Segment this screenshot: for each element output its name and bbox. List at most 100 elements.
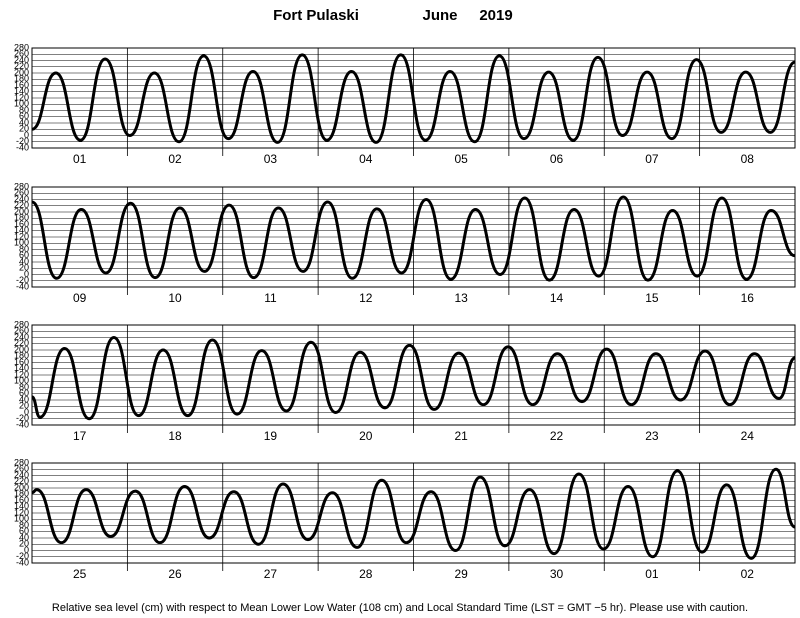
y-tick-label: 120 xyxy=(14,92,29,102)
day-label: 16 xyxy=(741,291,755,305)
y-tick-label: 40 xyxy=(19,117,29,127)
y-tick-label: 60 xyxy=(19,111,29,121)
day-label: 06 xyxy=(550,152,564,166)
y-tick-label: 120 xyxy=(14,507,29,517)
y-tick-label: 160 xyxy=(14,80,29,90)
day-label: 11 xyxy=(264,291,277,305)
tide-line xyxy=(31,195,796,282)
y-tick-label: -20 xyxy=(16,551,29,561)
y-tick-label: 160 xyxy=(14,219,29,229)
day-label: 17 xyxy=(73,429,87,443)
y-tick-label: 100 xyxy=(14,238,29,248)
y-tick-label: 20 xyxy=(19,539,29,549)
chart-year: 2019 xyxy=(479,7,512,24)
day-label: 15 xyxy=(645,291,659,305)
day-label: 30 xyxy=(550,567,564,581)
day-label: 25 xyxy=(73,567,87,581)
y-tick-label: 120 xyxy=(14,231,29,241)
day-label: 03 xyxy=(264,152,278,166)
day-label: 10 xyxy=(168,291,182,305)
tide-line xyxy=(31,335,796,421)
plot-frame xyxy=(31,324,796,426)
y-tick-label: 180 xyxy=(14,213,29,223)
y-tick-label: 20 xyxy=(19,263,29,273)
y-tick-label: -40 xyxy=(16,557,29,567)
day-label: 28 xyxy=(359,567,373,581)
plot-frame xyxy=(31,462,796,564)
day-label: 29 xyxy=(455,567,469,581)
y-tick-label: -40 xyxy=(16,419,29,429)
y-tick-label: 60 xyxy=(19,526,29,536)
y-tick-label: 140 xyxy=(14,501,29,511)
plot-frame xyxy=(31,186,796,288)
chart-title: Fort Pulaski xyxy=(273,7,359,24)
y-tick-label: 220 xyxy=(14,476,29,486)
y-tick-label: 180 xyxy=(14,489,29,499)
y-tick-label: 200 xyxy=(14,67,29,77)
day-label: 12 xyxy=(359,291,373,305)
y-tick-label: 260 xyxy=(14,464,29,474)
y-tick-label: 0 xyxy=(24,130,29,140)
y-tick-label: 140 xyxy=(14,86,29,96)
day-label: 18 xyxy=(168,429,182,443)
tide-line xyxy=(31,53,796,144)
y-tick-label: 220 xyxy=(14,338,29,348)
day-label: 23 xyxy=(645,429,659,443)
y-tick-label: 180 xyxy=(14,74,29,84)
y-tick-label: 260 xyxy=(14,188,29,198)
y-tick-label: 100 xyxy=(14,99,29,109)
y-tick-label: -20 xyxy=(16,275,29,285)
tide-line xyxy=(31,467,796,560)
y-tick-label: 20 xyxy=(19,401,29,411)
y-tick-label: 200 xyxy=(14,482,29,492)
y-tick-label: 40 xyxy=(19,394,29,404)
y-tick-label: 100 xyxy=(14,376,29,386)
y-tick-label: 100 xyxy=(14,514,29,524)
day-label: 01 xyxy=(73,152,87,166)
y-tick-label: 20 xyxy=(19,124,29,134)
y-tick-label: 200 xyxy=(14,344,29,354)
y-tick-label: 240 xyxy=(14,194,29,204)
y-tick-label: 80 xyxy=(19,520,29,530)
day-label: 20 xyxy=(359,429,373,443)
day-label: 07 xyxy=(645,152,659,166)
day-label: 02 xyxy=(741,567,755,581)
footnote: Relative sea level (cm) with respect to … xyxy=(52,602,748,614)
y-tick-label: 60 xyxy=(19,250,29,260)
y-tick-label: 220 xyxy=(14,200,29,210)
y-tick-label: 0 xyxy=(24,407,29,417)
y-tick-label: 280 xyxy=(14,457,29,467)
y-tick-label: -40 xyxy=(16,281,29,291)
y-tick-label: 200 xyxy=(14,206,29,216)
y-tick-label: 60 xyxy=(19,388,29,398)
y-tick-label: 280 xyxy=(14,319,29,329)
day-label: 08 xyxy=(741,152,755,166)
y-tick-label: 280 xyxy=(14,42,29,52)
y-tick-label: -40 xyxy=(16,142,29,152)
y-tick-label: 180 xyxy=(14,351,29,361)
chart-month: June xyxy=(422,7,457,24)
y-tick-label: 160 xyxy=(14,495,29,505)
y-tick-label: 0 xyxy=(24,545,29,555)
day-label: 09 xyxy=(73,291,87,305)
y-tick-label: 240 xyxy=(14,55,29,65)
y-tick-label: 160 xyxy=(14,357,29,367)
y-tick-label: 220 xyxy=(14,61,29,71)
day-label: 21 xyxy=(455,429,469,443)
y-tick-label: 240 xyxy=(14,332,29,342)
day-label: 05 xyxy=(455,152,469,166)
y-tick-label: 0 xyxy=(24,269,29,279)
y-tick-label: -20 xyxy=(16,136,29,146)
day-label: 22 xyxy=(550,429,564,443)
y-tick-label: 80 xyxy=(19,382,29,392)
day-label: 13 xyxy=(455,291,469,305)
y-tick-label: 240 xyxy=(14,470,29,480)
y-tick-label: 260 xyxy=(14,326,29,336)
y-tick-label: 280 xyxy=(14,181,29,191)
y-tick-label: 80 xyxy=(19,105,29,115)
day-label: 26 xyxy=(168,567,182,581)
day-label: 24 xyxy=(741,429,755,443)
day-label: 01 xyxy=(645,567,659,581)
y-tick-label: 260 xyxy=(14,49,29,59)
day-label: 27 xyxy=(264,567,278,581)
